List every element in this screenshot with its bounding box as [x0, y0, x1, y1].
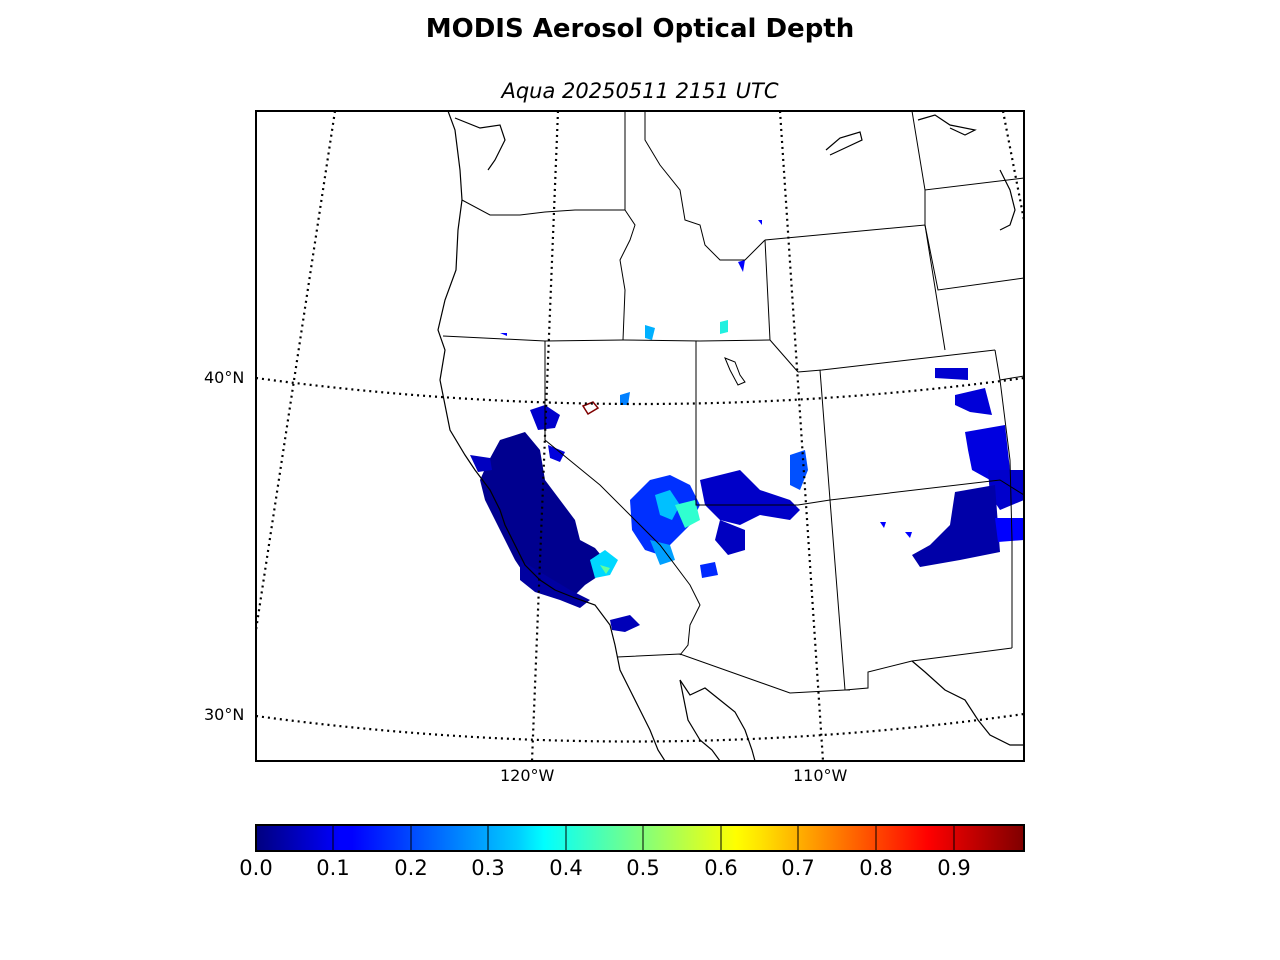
chart-title: MODIS Aerosol Optical Depth	[425, 14, 855, 44]
colorbar-tick-label: 0.4	[549, 856, 583, 880]
graticule	[256, 111, 1024, 761]
lon-label-110w: 110°W	[793, 766, 848, 785]
state-borders	[442, 111, 1024, 694]
colorbar-frame	[255, 824, 1025, 852]
colorbar-gradient	[256, 825, 1024, 851]
colorbar-ticks	[332, 825, 955, 851]
aod-data-layer	[470, 220, 1024, 632]
map-frame	[255, 110, 1025, 762]
colorbar-tick-label: 0.7	[781, 856, 815, 880]
lat-label-40: 40°N	[204, 368, 245, 387]
colorbar	[255, 824, 1025, 852]
colorbar-tick-label: 0.0	[239, 856, 273, 880]
colorbar-tick-label: 0.9	[937, 856, 971, 880]
colorbar-tick-label: 0.2	[394, 856, 428, 880]
colorbar-tick-label: 0.6	[704, 856, 738, 880]
colorbar-tick-label: 0.3	[471, 856, 505, 880]
lon-label-120w: 120°W	[500, 766, 555, 785]
colorbar-tick-label: 0.1	[316, 856, 350, 880]
map-content	[256, 111, 1024, 761]
lat-label-30: 30°N	[204, 705, 245, 724]
coastlines	[437, 111, 1024, 761]
colorbar-tick-label: 0.8	[859, 856, 893, 880]
chart-subtitle: Aqua 20250511 2151 UTC	[501, 79, 779, 103]
colorbar-tick-label: 0.5	[626, 856, 660, 880]
